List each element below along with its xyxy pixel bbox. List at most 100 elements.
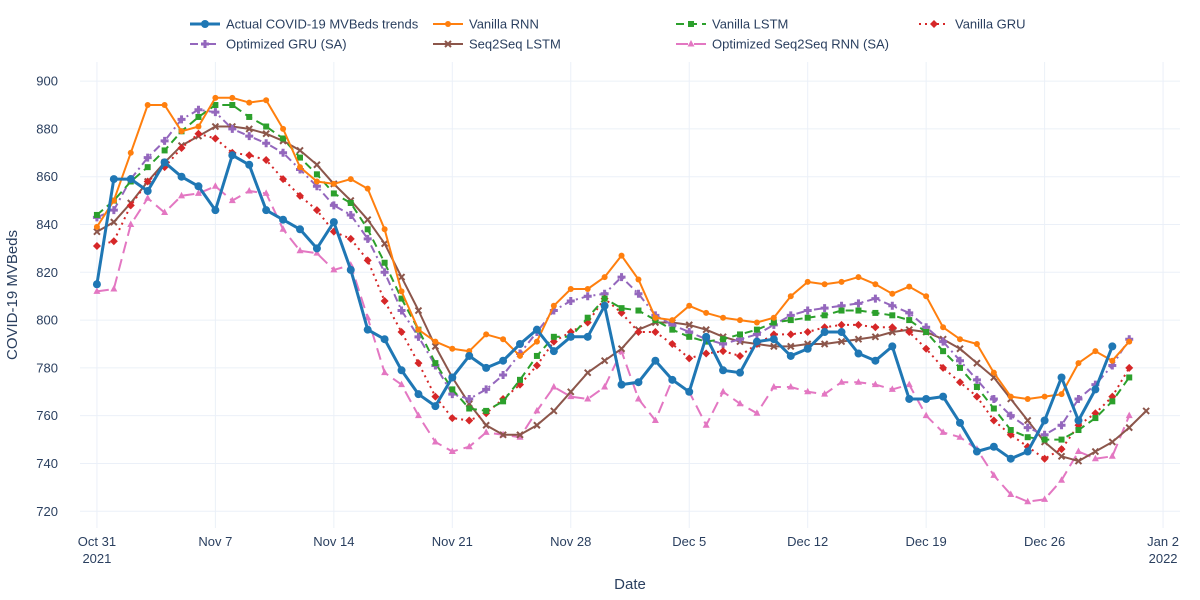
data-point — [178, 128, 185, 135]
data-point — [550, 333, 557, 340]
data-point — [753, 326, 760, 333]
data-point — [246, 113, 253, 120]
data-point — [532, 361, 541, 370]
data-point — [956, 356, 964, 365]
x-axis-title: Date — [614, 576, 646, 593]
data-point — [228, 196, 236, 204]
data-point — [668, 375, 677, 384]
data-point — [668, 320, 677, 329]
data-point — [736, 399, 744, 407]
data-point — [415, 326, 422, 333]
data-point — [668, 339, 677, 348]
data-point — [211, 182, 219, 189]
data-point — [1058, 391, 1065, 398]
data-point — [685, 354, 694, 363]
y-tick-label: 860 — [36, 169, 58, 184]
data-point — [922, 344, 931, 353]
data-point — [837, 337, 846, 346]
data-point — [601, 274, 608, 281]
data-point — [280, 125, 287, 132]
data-point — [922, 394, 931, 403]
data-point — [313, 161, 321, 169]
series-line — [96, 96, 1130, 400]
data-point — [211, 206, 220, 215]
legend[interactable]: Actual COVID-19 MVBeds trends Vanilla RNN… — [190, 17, 1026, 52]
data-point — [517, 376, 523, 383]
data-point — [803, 306, 812, 315]
data-point — [228, 151, 237, 160]
data-point — [161, 102, 168, 109]
data-point — [533, 406, 541, 414]
y-tick-label: 740 — [36, 456, 58, 471]
data-point — [280, 135, 287, 142]
data-point — [144, 102, 151, 109]
data-point — [854, 299, 863, 308]
data-point — [483, 407, 490, 414]
series-6 — [93, 182, 1133, 505]
data-point — [194, 182, 203, 191]
data-point — [803, 328, 812, 337]
series-1 — [93, 94, 1133, 402]
data-point — [1108, 452, 1116, 459]
legend-item[interactable]: Vanilla GRU — [919, 17, 1026, 32]
data-point — [1075, 427, 1082, 434]
data-point — [905, 394, 914, 403]
data-point — [990, 369, 997, 376]
data-point — [380, 268, 389, 277]
data-point — [838, 378, 846, 385]
data-point — [1074, 457, 1083, 465]
data-point — [347, 199, 354, 206]
data-point — [194, 189, 202, 196]
legend-item[interactable]: Vanilla LSTM — [676, 17, 788, 32]
data-point — [499, 431, 507, 439]
legend-item[interactable]: Seq2Seq LSTM — [433, 37, 561, 52]
data-point — [651, 328, 660, 337]
data-point — [719, 387, 727, 395]
legend-item[interactable]: Actual COVID-19 MVBeds trends — [190, 17, 419, 32]
y-tick-label: 780 — [36, 360, 58, 375]
data-point — [296, 246, 304, 254]
data-point — [871, 333, 880, 341]
data-point — [363, 325, 372, 334]
data-point — [752, 337, 761, 346]
data-point — [109, 175, 118, 184]
data-point — [93, 287, 101, 294]
legend-item[interactable]: Vanilla RNN — [433, 17, 539, 32]
data-point — [972, 392, 981, 401]
data-point — [737, 317, 743, 324]
data-point — [346, 210, 355, 219]
data-point — [1006, 454, 1015, 463]
data-point — [263, 97, 270, 104]
data-point — [431, 392, 440, 401]
data-point — [872, 309, 879, 316]
data-point — [93, 211, 100, 218]
data-point — [397, 366, 406, 375]
data-point — [532, 325, 541, 334]
data-point — [465, 442, 473, 450]
data-point — [414, 359, 423, 368]
legend-marker — [688, 21, 694, 27]
x-tick-label: Dec 12 — [787, 534, 828, 549]
data-point — [143, 153, 152, 162]
legend-label: Optimized GRU (SA) — [226, 37, 347, 52]
data-point — [1041, 436, 1048, 443]
data-point — [871, 356, 880, 365]
data-point — [550, 383, 558, 390]
legend-item[interactable]: Optimized GRU (SA) — [190, 37, 347, 52]
data-point — [177, 115, 186, 124]
data-point — [1091, 454, 1099, 462]
data-point — [669, 326, 676, 333]
legend-item[interactable]: Optimized Seq2Seq RNN (SA) — [676, 37, 889, 52]
data-point — [246, 99, 253, 106]
data-point — [635, 276, 642, 283]
data-point — [1091, 385, 1100, 394]
series-line — [96, 108, 1131, 436]
data-point — [431, 402, 440, 411]
data-point — [634, 289, 643, 298]
x-tick-label: Dec 19 — [906, 534, 947, 549]
data-point — [770, 314, 777, 321]
data-point — [601, 383, 609, 390]
data-point — [871, 380, 879, 388]
data-point — [212, 94, 219, 101]
data-point — [449, 386, 456, 393]
